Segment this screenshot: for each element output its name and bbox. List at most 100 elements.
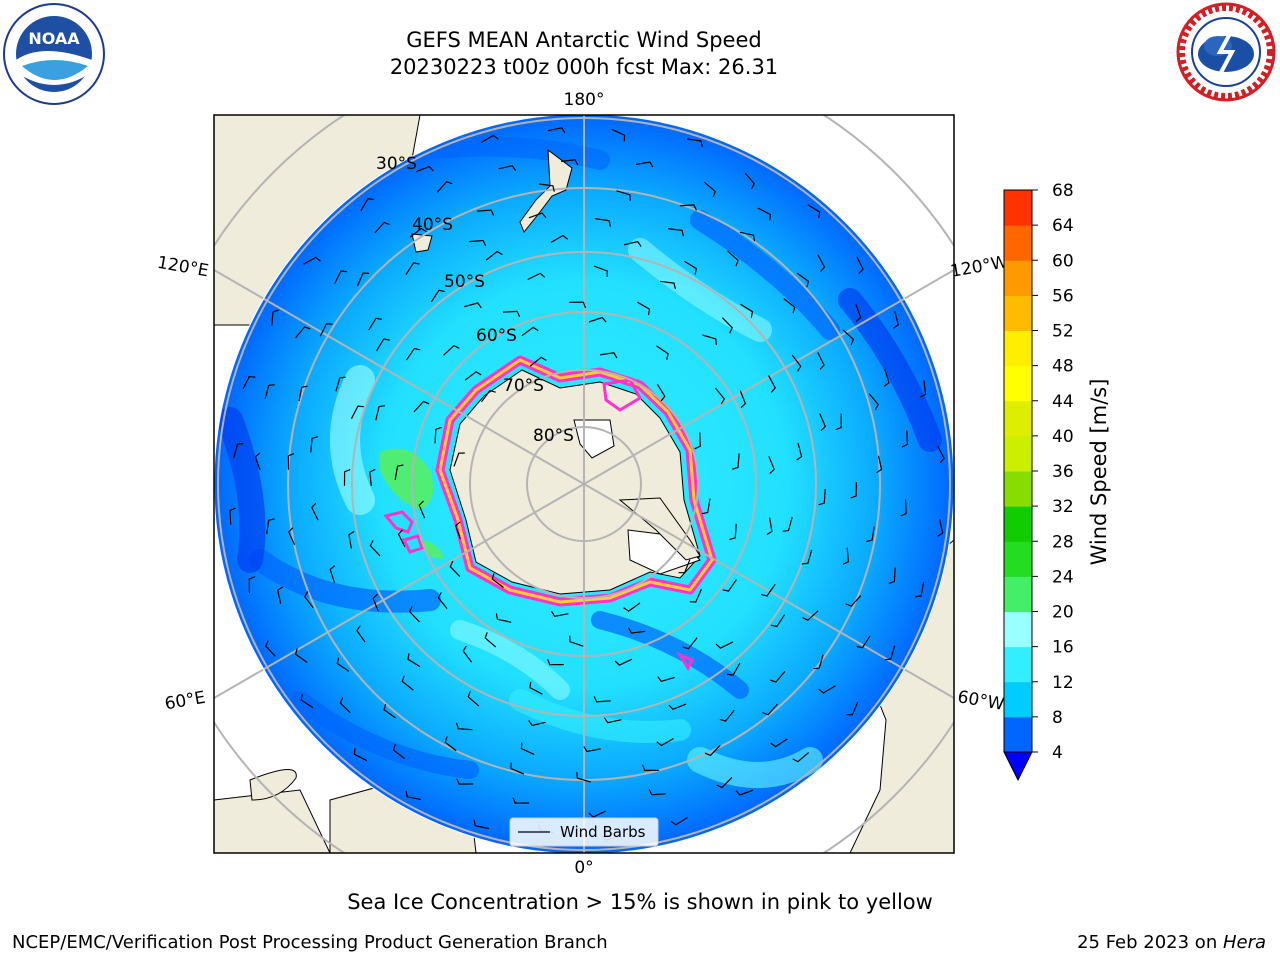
wind-barb: [637, 301, 651, 316]
wind-barb: [684, 260, 697, 275]
wind-barb: [593, 696, 611, 703]
colorbar-segment: [1004, 716, 1032, 753]
wind-barb: [600, 352, 618, 359]
wind-barb: [356, 272, 370, 287]
wind-barb: [298, 385, 308, 402]
wind-barb: [529, 356, 547, 367]
wind-barb: [588, 316, 607, 323]
colorbar-segment: [1004, 365, 1032, 402]
wind-barb: [845, 595, 862, 607]
nws-logo: [1176, 2, 1276, 102]
wind-barb: [660, 280, 676, 290]
wind-barb: [856, 256, 864, 275]
wind-barb: [628, 627, 646, 634]
wind-barb: [444, 736, 457, 752]
noaa-logo: NOAA: [3, 3, 105, 105]
wind-barb: [595, 218, 611, 227]
noaa-logo-text: NOAA: [28, 29, 80, 48]
wind-barb: [623, 602, 641, 612]
wind-barb: [616, 190, 631, 201]
wind-barb: [704, 744, 721, 757]
wind-barb: [727, 250, 739, 267]
wind-barb: [233, 442, 244, 458]
colorbar-segment: [1004, 260, 1032, 296]
colorbar-tick-label: 28: [1052, 532, 1074, 552]
wind-barb: [401, 675, 414, 691]
lat-label-40s: 40°S: [412, 215, 453, 235]
wind-barb: [715, 641, 734, 649]
wind-barbs: [229, 127, 945, 841]
wind-barb: [310, 436, 318, 453]
wind-barb: [893, 311, 899, 329]
wind-barb: [392, 744, 405, 760]
colorbar-segment: [1004, 295, 1032, 331]
colorbar-tick-label: 56: [1052, 286, 1074, 306]
wind-barb: [583, 746, 601, 753]
wind-barb: [498, 165, 517, 171]
colorbar-tick-label: 32: [1052, 497, 1074, 517]
map-panel: 180° 120°E 120°W 60°E 60°W 0° 30°S 40°S …: [156, 90, 1111, 878]
wind-barb: [722, 579, 737, 592]
wind-barb: [770, 671, 786, 683]
wind-barb: [528, 720, 546, 727]
wind-barb: [464, 371, 482, 381]
wind-barb: [409, 227, 427, 238]
wind-barb: [360, 197, 374, 212]
wind-barb: [512, 797, 530, 804]
wind-barb: [937, 519, 944, 537]
colorbar-segment: [1004, 646, 1032, 683]
wind-barb: [300, 693, 314, 709]
wind-barb: [721, 317, 733, 334]
colorbar-tick-label: 40: [1052, 427, 1074, 447]
wind-barb: [510, 762, 525, 775]
wind-barb: [408, 606, 420, 623]
wind-barb: [588, 810, 607, 818]
wind-barb: [739, 390, 747, 409]
wind-barb: [303, 591, 314, 609]
footer-date-text: 25 Feb 2023 on: [1077, 932, 1223, 953]
wind-barb: [668, 703, 687, 711]
wind-barb: [503, 310, 521, 318]
wind-barb: [611, 128, 626, 142]
colorbar-tick-label: 64: [1052, 216, 1074, 236]
wind-barb: [242, 375, 256, 390]
colorbar-tick-label: 44: [1052, 392, 1074, 412]
wind-barb: [287, 453, 295, 470]
wind-barb: [369, 468, 376, 487]
wind-barb: [868, 393, 879, 411]
colorbar-tick-label: 68: [1052, 181, 1074, 201]
sea-ice-caption: Sea Ice Concentration > 15% is shown in …: [347, 890, 933, 914]
wind-barb: [303, 256, 321, 265]
wind-barb: [430, 289, 445, 303]
wind-barb: [807, 204, 821, 219]
wind-barb: [702, 334, 717, 345]
wind-barb: [614, 658, 633, 666]
wind-barb: [648, 789, 666, 796]
lat-label-70s: 70°S: [503, 376, 544, 396]
wind-barb: [866, 526, 875, 543]
wind-barb: [687, 138, 703, 147]
wind-barb: [343, 469, 351, 486]
wind-barb: [336, 657, 350, 672]
colorbar-segment: [1004, 190, 1032, 226]
wind-barb: [372, 593, 379, 612]
colorbar-tick-label: 12: [1052, 673, 1074, 693]
colorbar-segment: [1004, 400, 1032, 437]
wind-barb: [919, 380, 927, 398]
wind-barb: [732, 453, 740, 470]
wind-barb: [768, 456, 775, 474]
colorbar-segment: [1004, 435, 1032, 472]
lat-label-50s: 50°S: [444, 272, 485, 292]
wind-barb: [529, 681, 543, 695]
wind-barb: [369, 540, 381, 557]
wind-barb: [287, 527, 296, 545]
wind-barb: [569, 635, 584, 647]
wind-barb: [520, 742, 535, 755]
wind-barb: [714, 387, 726, 405]
wind-barb: [792, 752, 809, 763]
map-frame: [213, 114, 955, 854]
wind-barb: [915, 581, 925, 598]
colorbar-tick-label: 4: [1052, 743, 1063, 763]
wind-barb: [405, 790, 422, 801]
wind-barb: [876, 455, 883, 474]
